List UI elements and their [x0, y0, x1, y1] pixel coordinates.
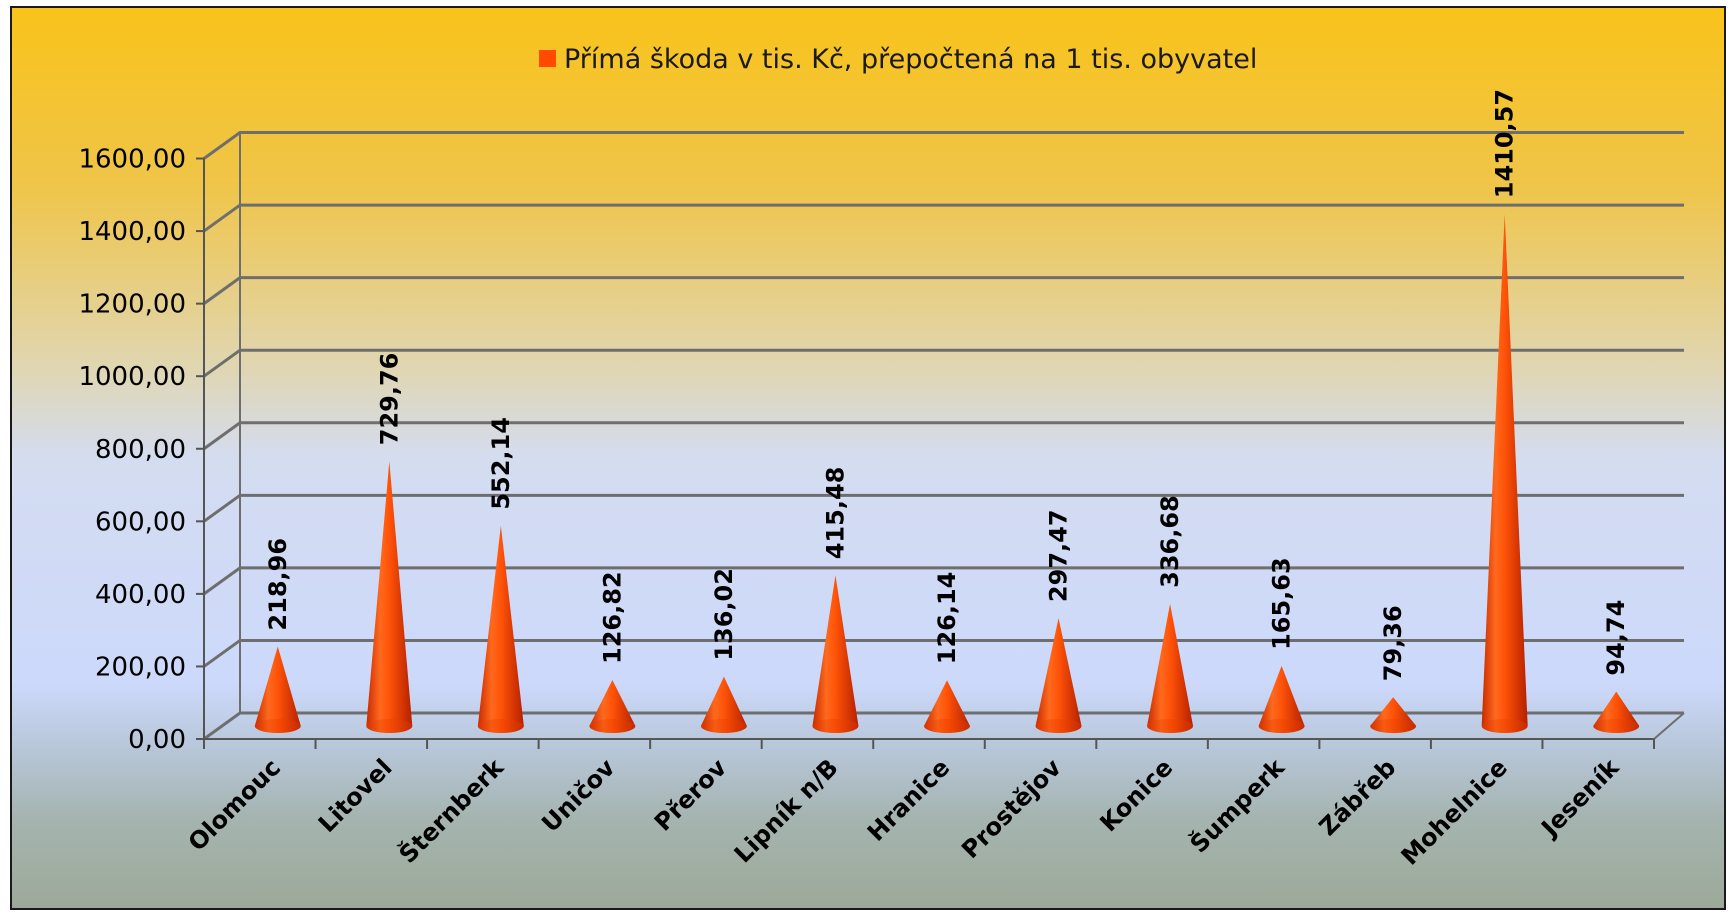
y-tick-label: 200,00 — [95, 652, 186, 682]
legend-label: Přímá škoda v tis. Kč, přepočtená na 1 t… — [564, 44, 1257, 75]
cone-base — [1370, 719, 1417, 733]
cone-9 — [1258, 665, 1305, 734]
cone-base — [1035, 719, 1082, 733]
y-tick-label: 800,00 — [95, 435, 186, 465]
data-label: 126,82 — [598, 571, 626, 664]
gridline — [203, 131, 1684, 160]
cone-11 — [1481, 214, 1528, 734]
cone-mark — [477, 525, 524, 734]
cone-mark — [1147, 603, 1194, 734]
cone-base — [477, 719, 524, 733]
legend-swatch — [539, 50, 556, 67]
category-label: Konice — [1095, 753, 1179, 837]
cone-12 — [1593, 691, 1640, 734]
category-label: Prostějov — [956, 753, 1067, 864]
data-label: 136,02 — [710, 568, 738, 661]
gridline — [203, 348, 1684, 378]
category-label: Šternberk — [392, 751, 510, 869]
y-tick-label: 1200,00 — [78, 290, 186, 320]
data-label: 165,63 — [1268, 557, 1296, 650]
data-label: 297,47 — [1045, 509, 1073, 602]
cone-mark — [1370, 697, 1417, 734]
category-label: Jeseník — [1535, 753, 1626, 844]
y-tick-label: 0,00 — [128, 725, 186, 755]
cone-mark — [366, 461, 413, 734]
cone-0 — [254, 646, 301, 734]
cone-6 — [924, 680, 970, 733]
gridline — [203, 421, 1684, 450]
data-label: 729,76 — [375, 353, 403, 446]
cone-base — [700, 719, 747, 733]
gridline — [203, 276, 1684, 305]
cone-mark — [1258, 665, 1305, 734]
data-label: 79,36 — [1379, 605, 1407, 681]
y-tick-label: 1000,00 — [78, 362, 186, 392]
data-labels: 218,96 729,76 552,14 126,82 136,02 415,48 126,… — [264, 89, 1630, 681]
cone-7 — [1035, 618, 1082, 734]
cone-4 — [700, 676, 747, 734]
data-label: 552,14 — [487, 417, 515, 510]
y-tick-label: 400,00 — [95, 580, 186, 610]
cone-base — [1593, 719, 1640, 733]
data-label: 1410,57 — [1491, 89, 1519, 198]
cone-mark — [1481, 214, 1528, 734]
category-label: Mohelnice — [1396, 753, 1513, 870]
y-tick-label: 600,00 — [95, 507, 186, 537]
data-label: 415,48 — [821, 467, 849, 560]
y-tick-label: 1400,00 — [78, 217, 186, 247]
cone-3 — [589, 679, 636, 734]
category-label: Lipník n/B — [729, 753, 844, 868]
y-tick-labels: 0,00 200,00 400,00 600,00 800,00 1000,00 1200,… — [78, 145, 186, 755]
gridline — [203, 203, 1684, 233]
chart-frame: Přímá škoda v tis. Kč, přepočtená na 1 t… — [10, 6, 1726, 910]
category-label: Zábřeb — [1314, 753, 1402, 841]
category-label: Přerov — [649, 753, 732, 836]
category-label: Olomouc — [183, 753, 286, 856]
cone-2 — [477, 525, 524, 734]
data-label: 336,68 — [1156, 495, 1184, 588]
cones — [254, 214, 1640, 734]
chart-svg: Přímá škoda v tis. Kč, přepočtená na 1 t… — [78, 44, 1685, 871]
cone-mark — [589, 679, 636, 734]
cone-mark — [924, 680, 970, 733]
cone-base — [589, 719, 636, 733]
cone-mark — [254, 646, 301, 734]
category-label: Uničov — [536, 753, 621, 838]
category-label: Hranice — [862, 753, 955, 846]
cone-base — [1258, 719, 1305, 733]
floor-right-edge — [1653, 712, 1685, 740]
axes — [196, 132, 1685, 749]
cone-base — [1147, 719, 1194, 733]
data-label: 94,74 — [1602, 600, 1630, 676]
cone-5 — [812, 575, 859, 734]
cone-mark — [812, 575, 859, 734]
legend: Přímá škoda v tis. Kč, přepočtená na 1 t… — [539, 44, 1257, 75]
gridline — [203, 493, 1684, 523]
cone-10 — [1370, 697, 1417, 734]
y-tick-label: 1600,00 — [78, 145, 186, 175]
cone-base — [924, 719, 970, 733]
cone-8 — [1147, 603, 1194, 734]
cone-base — [366, 719, 413, 733]
category-label: Litovel — [313, 753, 398, 838]
cone-base — [812, 719, 859, 733]
cone-mark — [1593, 691, 1640, 734]
cone-base — [254, 719, 301, 733]
cone-base — [1481, 719, 1528, 733]
data-label: 218,96 — [264, 538, 292, 631]
category-label: Šumperk — [1183, 751, 1290, 858]
cone-mark — [700, 676, 747, 734]
cone-mark — [1035, 618, 1082, 734]
data-label: 126,14 — [933, 572, 961, 665]
cone-1 — [366, 461, 413, 734]
